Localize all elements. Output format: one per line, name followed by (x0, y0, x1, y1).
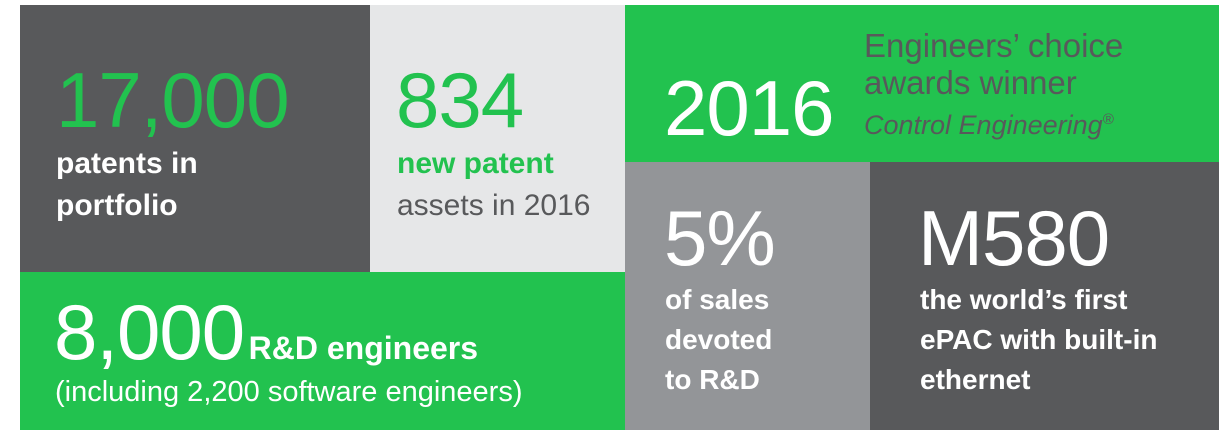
text-line: Engineers’ choice (864, 27, 1124, 64)
award-source: Control Engineering (864, 110, 1103, 140)
new-patents-highlight: new patent (397, 147, 554, 180)
award-source-line: Control Engineering® (864, 101, 1123, 144)
patents-number: 17,000 (56, 56, 290, 144)
engineers-number: 8,000 (54, 288, 245, 376)
text-line: portfolio (56, 189, 178, 222)
engineers-note: (including 2,200 software engineers) (55, 376, 523, 408)
text-line: ethernet (920, 364, 1031, 395)
text-line: awards winner (864, 64, 1077, 101)
new-patents-number: 834 (396, 56, 524, 144)
sales-number: 5% (664, 194, 776, 282)
text-line: to R&D (665, 364, 760, 395)
product-number: M580 (918, 194, 1110, 282)
award-tile (625, 5, 1219, 162)
engineers-tile (20, 272, 625, 430)
text-line: the world’s first (920, 284, 1128, 315)
registered-mark: ® (1102, 111, 1114, 128)
text-line: patents in (56, 147, 198, 180)
product-text: the world’s first ePAC with built-in eth… (920, 280, 1157, 400)
text-line: devoted (665, 324, 773, 355)
text-line: ePAC with built-in (920, 324, 1158, 355)
new-patents-text: assets in 2016 (397, 189, 591, 222)
product-tile (870, 162, 1219, 430)
engineers-label: R&D engineers (248, 330, 479, 366)
sales-text: of sales devoted to R&D (665, 280, 772, 400)
award-text: Engineers’ choice awards winner Control … (864, 27, 1123, 144)
new-patents-tile (370, 5, 625, 272)
award-year: 2016 (664, 64, 835, 152)
engineers-headline: 8,000 R&D engineers (54, 293, 478, 371)
patents-text: patents in portfolio (56, 143, 198, 227)
patents-tile (20, 5, 370, 272)
sales-tile (625, 162, 870, 430)
text-line: of sales (665, 284, 770, 315)
